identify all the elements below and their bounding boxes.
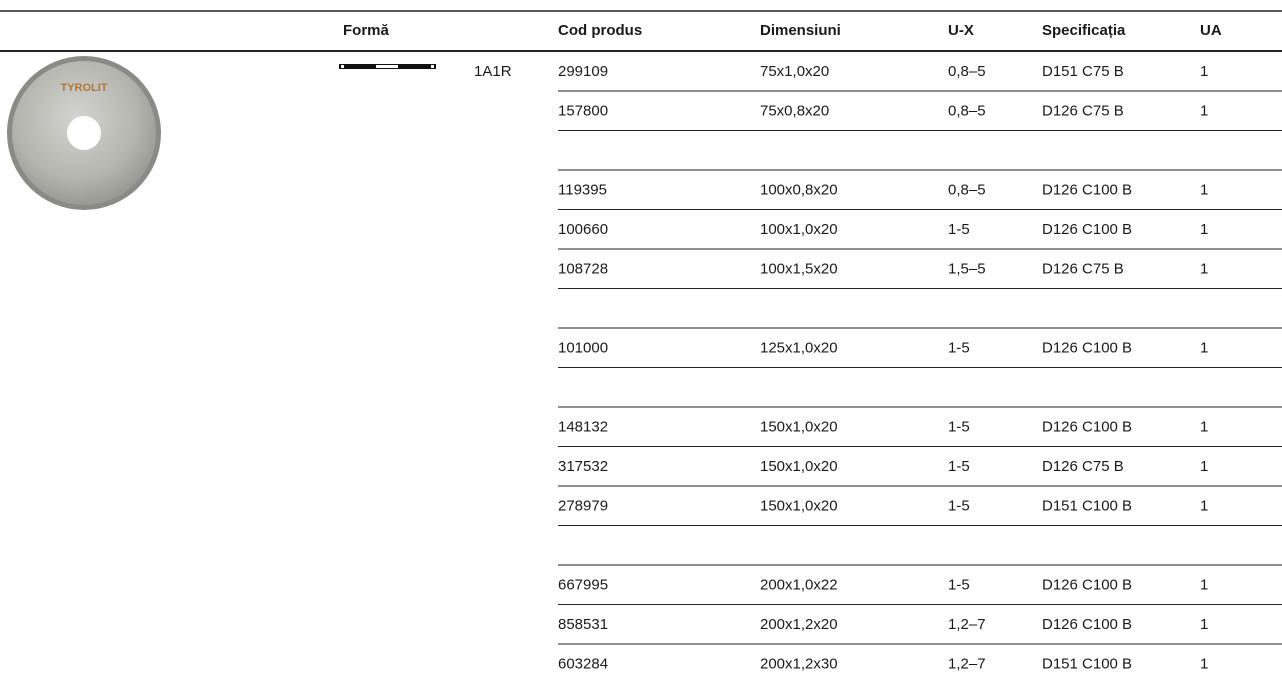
- cell: 108728: [558, 260, 608, 277]
- cell: D126 C75 B: [1042, 260, 1124, 277]
- column-header: Formă: [343, 22, 390, 39]
- cell: 1-5: [948, 221, 970, 238]
- column-header: UA: [1200, 22, 1222, 39]
- cell: 1: [1200, 181, 1208, 198]
- cell: 200x1,2x20: [760, 616, 838, 633]
- cell: 150x1,0x20: [760, 418, 838, 435]
- cell: 150x1,0x20: [760, 497, 838, 514]
- cell: 603284: [558, 655, 608, 672]
- shape-icon: [339, 64, 436, 69]
- cell: 1,2–7: [948, 655, 986, 672]
- cell: 125x1,0x20: [760, 339, 838, 356]
- cell: 1: [1200, 576, 1208, 593]
- cell: 200x1,2x30: [760, 655, 838, 672]
- column-header: U-X: [948, 22, 974, 39]
- cell: 278979: [558, 497, 608, 514]
- cell: 200x1,0x22: [760, 576, 838, 593]
- cell: D126 C75 B: [1042, 102, 1124, 119]
- column-header: Specificația: [1042, 22, 1126, 39]
- cell: 1: [1200, 458, 1208, 475]
- cell: 100x0,8x20: [760, 181, 838, 198]
- cell: 1: [1200, 497, 1208, 514]
- cell: D126 C100 B: [1042, 418, 1132, 435]
- cell: 1: [1200, 221, 1208, 238]
- cell: 1,2–7: [948, 616, 986, 633]
- cell: 0,8–5: [948, 63, 986, 80]
- cell: 1: [1200, 260, 1208, 277]
- cell: D151 C100 B: [1042, 655, 1132, 672]
- cell: 1-5: [948, 576, 970, 593]
- cell: 75x0,8x20: [760, 102, 829, 119]
- cell: 1-5: [948, 497, 970, 514]
- cell: 667995: [558, 576, 608, 593]
- cell: 100660: [558, 221, 608, 238]
- cell: 1: [1200, 418, 1208, 435]
- image-logo: TYROLIT: [60, 82, 107, 94]
- cell: D126 C100 B: [1042, 616, 1132, 633]
- cell: 1,5–5: [948, 260, 986, 277]
- cell: 100x1,0x20: [760, 221, 838, 238]
- cell: D151 C100 B: [1042, 497, 1132, 514]
- cell: 101000: [558, 339, 608, 356]
- cell: 1: [1200, 63, 1208, 80]
- shape-code: 1A1R: [474, 63, 512, 80]
- cell: 858531: [558, 616, 608, 633]
- column-header: Cod produs: [558, 22, 642, 39]
- cell: D126 C100 B: [1042, 339, 1132, 356]
- cell: 0,8–5: [948, 102, 986, 119]
- cell: 148132: [558, 418, 608, 435]
- cell: 1-5: [948, 339, 970, 356]
- cell: D126 C100 B: [1042, 181, 1132, 198]
- cell: D126 C100 B: [1042, 576, 1132, 593]
- cell: 299109: [558, 63, 608, 80]
- cell: 157800: [558, 102, 608, 119]
- cell: 1: [1200, 616, 1208, 633]
- cell: 150x1,0x20: [760, 458, 838, 475]
- cell: 1: [1200, 102, 1208, 119]
- cell: 1-5: [948, 458, 970, 475]
- cell: 100x1,5x20: [760, 260, 838, 277]
- cell: D126 C75 B: [1042, 458, 1124, 475]
- column-header: Dimensiuni: [760, 22, 841, 39]
- cell: 1-5: [948, 418, 970, 435]
- cell: 0,8–5: [948, 181, 986, 198]
- cell: 75x1,0x20: [760, 63, 829, 80]
- cell: D126 C100 B: [1042, 221, 1132, 238]
- cell: 119395: [558, 181, 607, 198]
- cell: 1: [1200, 655, 1208, 672]
- cell: 1: [1200, 339, 1208, 356]
- cell: D151 C75 B: [1042, 63, 1124, 80]
- cell: 317532: [558, 458, 608, 475]
- product-image: TYROLIT: [7, 56, 161, 210]
